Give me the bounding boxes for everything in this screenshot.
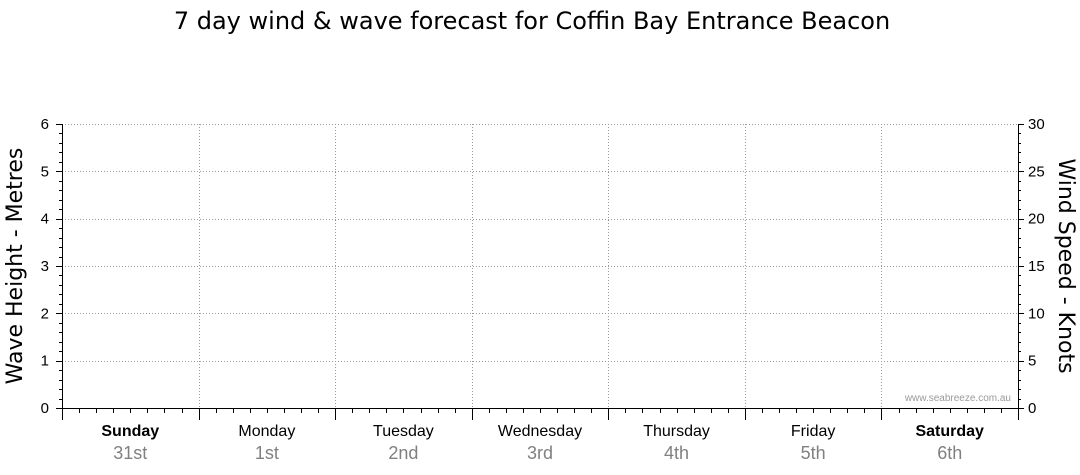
- day-label: Monday: [238, 423, 295, 440]
- right-axis-title: Wind Speed - Knots: [1053, 158, 1078, 373]
- left-tick-label: 3: [41, 258, 49, 275]
- date-label: 31st: [113, 443, 147, 463]
- left-tick-label: 4: [41, 211, 49, 228]
- right-tick-label: 5: [1028, 353, 1036, 370]
- day-label: Wednesday: [498, 423, 582, 440]
- grid-lines: [62, 124, 1018, 408]
- left-tick-label: 0: [41, 400, 49, 417]
- right-axis-ticks: 0 5 10 15 20 25 30: [1028, 116, 1045, 417]
- date-label: 1st: [255, 443, 279, 463]
- right-tick-label: 25: [1028, 163, 1045, 180]
- left-axis-title: Wave Height - Metres: [3, 148, 28, 385]
- right-tick-label: 30: [1028, 116, 1045, 133]
- left-tick-label: 1: [41, 353, 49, 370]
- day-label: Friday: [791, 423, 835, 440]
- date-label: 5th: [801, 443, 826, 463]
- date-label: 6th: [937, 443, 962, 463]
- right-tick-label: 15: [1028, 258, 1045, 275]
- date-label: 4th: [664, 443, 689, 463]
- chart-title: 7 day wind & wave forecast for Coffin Ba…: [174, 7, 890, 35]
- left-axis-ticks: 0 1 2 3 4 5 6: [41, 116, 49, 417]
- right-tick-label: 0: [1028, 400, 1036, 417]
- left-tick-label: 5: [41, 163, 49, 180]
- right-tick-label: 10: [1028, 305, 1045, 322]
- day-label: Thursday: [643, 423, 710, 440]
- date-label: 3rd: [527, 443, 553, 463]
- day-label: Saturday: [915, 423, 984, 440]
- day-label: Sunday: [101, 423, 159, 440]
- watermark: www.seabreeze.com.au: [904, 393, 1011, 404]
- day-labels: Sunday 31st Monday 1st Tuesday 2nd Wednesday 3r…: [101, 423, 984, 463]
- axes: [56, 124, 1024, 420]
- day-label: Tuesday: [373, 423, 434, 440]
- date-label: 2nd: [388, 443, 418, 463]
- left-tick-label: 2: [41, 305, 49, 322]
- left-tick-label: 6: [41, 116, 49, 133]
- right-tick-label: 20: [1028, 211, 1045, 228]
